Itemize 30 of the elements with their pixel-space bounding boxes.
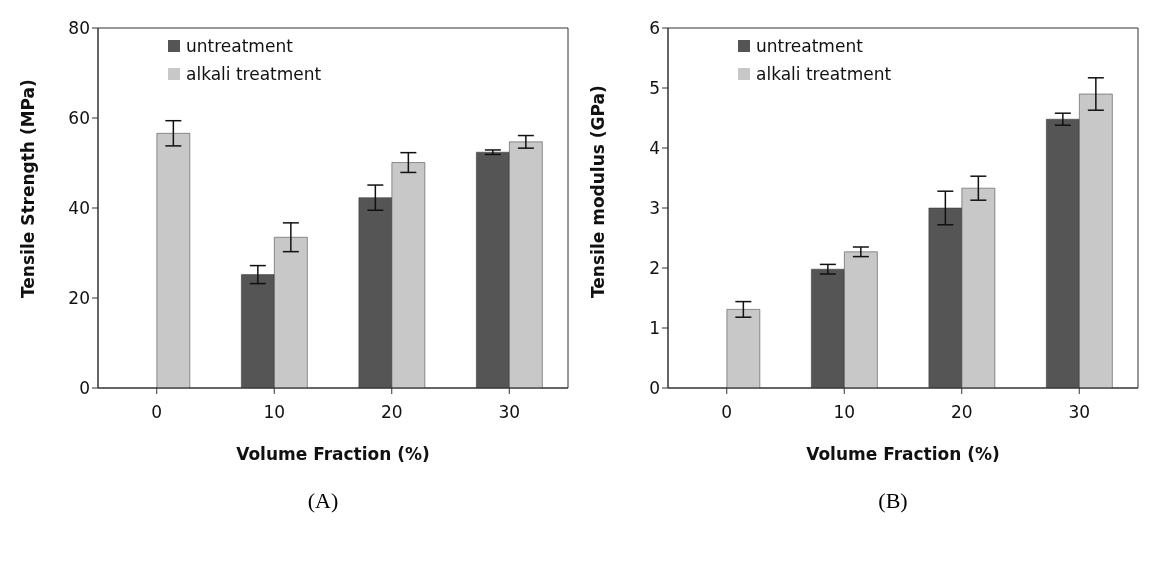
y-tick-label: 5: [649, 78, 660, 99]
y-tick-label: 6: [649, 18, 660, 39]
y-tick-label: 40: [68, 198, 90, 219]
x-tick-label: 20: [950, 402, 973, 423]
y-axis-title: Tensile modulus (GPa): [588, 85, 609, 298]
y-tick-label: 1: [649, 318, 660, 339]
legend-label: untreatment: [186, 36, 293, 56]
legend-label: alkali treatment: [756, 64, 892, 84]
y-tick-label: 3: [649, 198, 660, 219]
text: (B): [877, 488, 909, 514]
y-tick-label: 80: [68, 18, 90, 39]
y-tick-label: 4: [649, 138, 660, 159]
x-tick-label: 10: [263, 402, 286, 423]
y-tick-label: 0: [79, 378, 90, 399]
legend-label: untreatment: [756, 36, 863, 56]
y-tick-label: 0: [649, 378, 660, 399]
text: (A): [306, 488, 340, 514]
x-tick-label: 10: [833, 402, 856, 423]
x-tick-label: 0: [151, 402, 163, 423]
legend-label: alkali treatment: [186, 64, 322, 84]
x-tick-label: 30: [1068, 402, 1091, 423]
x-tick-label: 0: [721, 402, 733, 423]
x-axis-title: Volume Fraction (%): [236, 444, 430, 464]
x-axis-title: Volume Fraction (%): [806, 444, 1000, 464]
x-tick-label: 20: [380, 402, 403, 423]
x-tick-label: 30: [498, 402, 521, 423]
y-axis-title: Tensile Strength (MPa): [18, 79, 39, 298]
y-tick-label: 20: [68, 288, 90, 309]
y-tick-label: 60: [68, 108, 90, 129]
y-tick-label: 2: [649, 258, 660, 279]
